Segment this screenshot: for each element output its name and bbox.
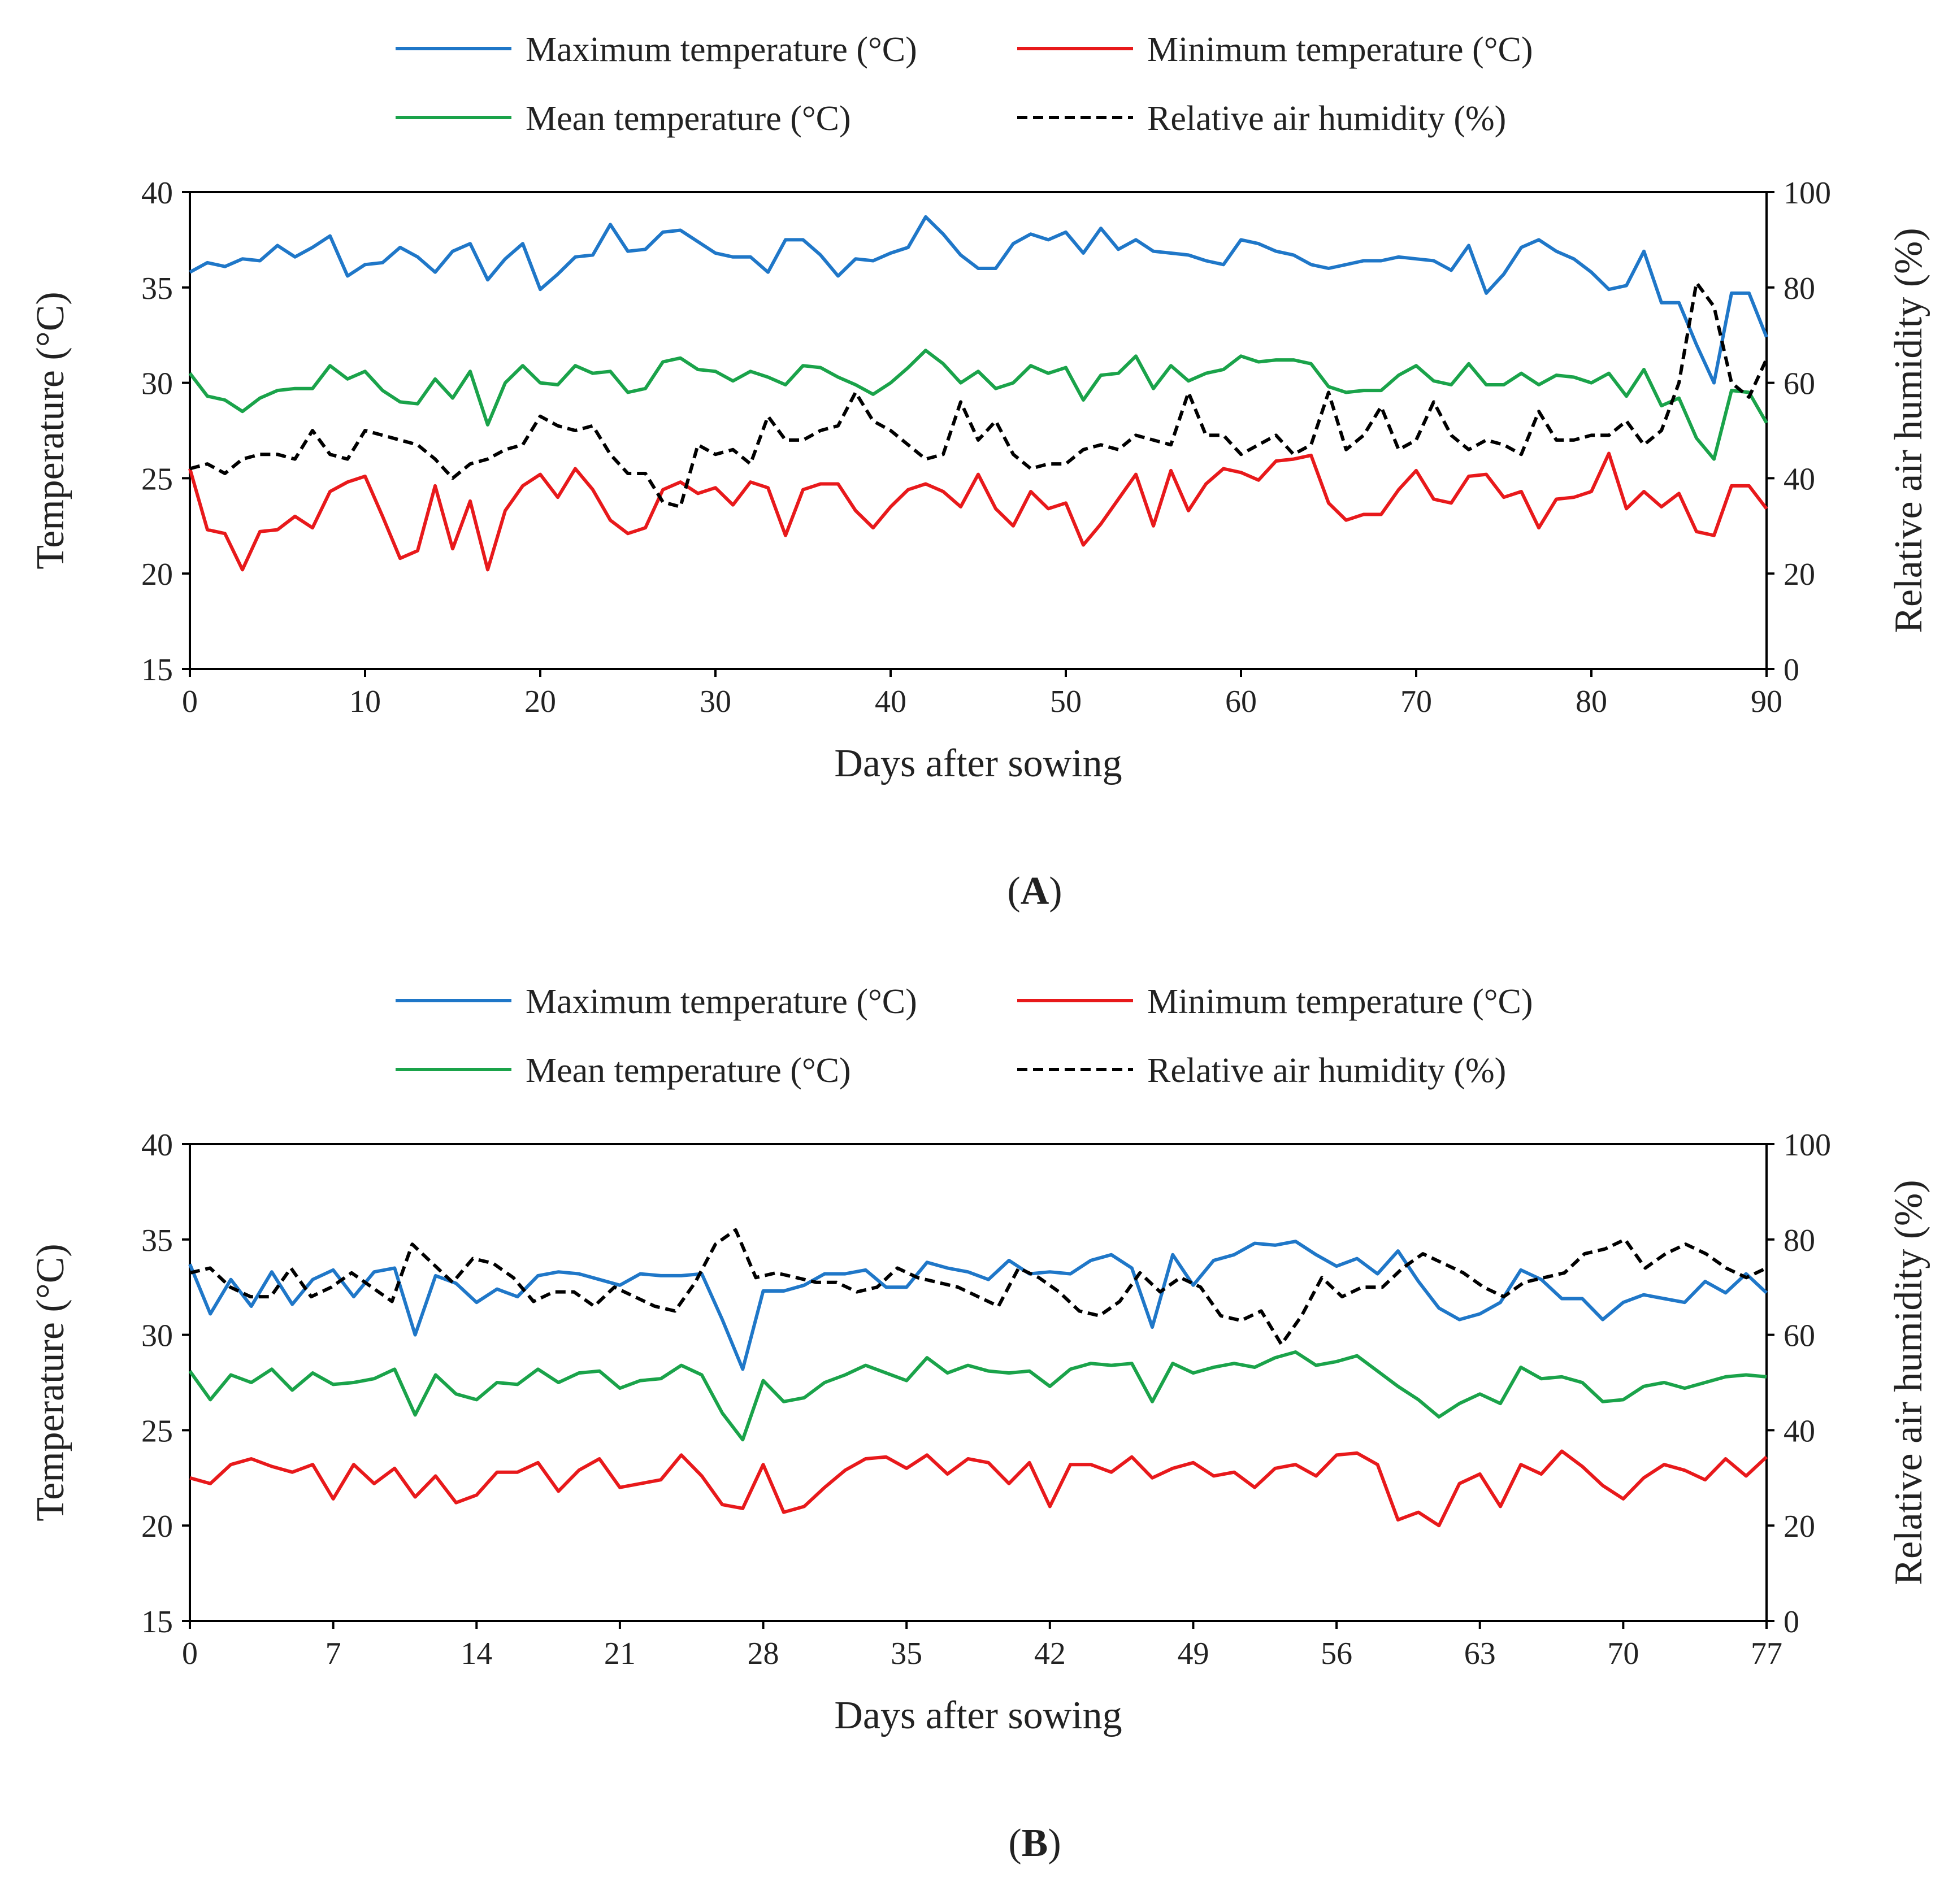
chart-b-xtick-label: 35 (891, 1636, 922, 1671)
chart-b-xtick-label: 21 (604, 1636, 636, 1671)
chart-a-y-axis-title: Temperature (°C) (29, 292, 72, 569)
chart-b-y-axis-title: Temperature (°C) (29, 1244, 72, 1521)
chart-b-legend-label-mean: Mean temperature (°C) (526, 1051, 851, 1090)
chart-b-y2tick-label: 100 (1784, 1128, 1831, 1163)
chart-a-ytick-label: 40 (141, 176, 173, 211)
chart-a-series-line-mean (188, 349, 1768, 461)
chart-b-xtick-label: 0 (182, 1636, 198, 1671)
chart-b-legend-label-min: Minimum temperature (°C) (1147, 983, 1533, 1021)
chart-b-x-axis-title: Days after sowing (834, 1694, 1122, 1737)
chart-a-legend-label-mean: Mean temperature (°C) (526, 99, 851, 138)
chart-a-y2-axis-title: Relative air humidity (%) (1887, 228, 1930, 633)
chart-a-svg: Maximum temperature (°C) Minimum temperat… (29, 31, 1930, 913)
chart-b-y2tick-label: 80 (1784, 1223, 1815, 1258)
chart-a-x-axis-title: Days after sowing (834, 742, 1122, 785)
chart-b-y2tick-label: 0 (1784, 1605, 1799, 1640)
chart-a-y2tick-label: 0 (1784, 653, 1799, 688)
chart-a-xtick-label: 50 (1050, 684, 1082, 719)
chart-b-ytick-label: 30 (141, 1319, 173, 1354)
chart-b-ytick-label: 35 (141, 1223, 173, 1258)
chart-a-legend-label-max: Maximum temperature (°C) (526, 31, 917, 69)
chart-b-ytick-label: 20 (141, 1509, 173, 1544)
chart-b-series-line-rh (189, 1228, 1768, 1346)
chart-a-xtick-label: 40 (875, 684, 906, 719)
chart-a-xtick-label: 30 (700, 684, 731, 719)
chart-b-xtick-label: 14 (461, 1636, 492, 1671)
chart-b-y2tick-label: 40 (1784, 1414, 1815, 1449)
chart-b-xtick-label: 49 (1177, 1636, 1209, 1671)
chart-a-series-line-min (188, 451, 1768, 572)
chart-panel-b: Maximum temperature (°C) Minimum temperat… (0, 952, 1957, 1904)
chart-b-legend-label-max: Maximum temperature (°C) (526, 983, 917, 1021)
chart-b-panel-label: (B) (1008, 1822, 1061, 1865)
chart-b-xtick-label: 70 (1607, 1636, 1639, 1671)
chart-a-y2tick-label: 20 (1784, 557, 1815, 592)
chart-a-legend: Maximum temperature (°C) Minimum temperat… (396, 31, 1533, 138)
chart-a-y2tick-label: 40 (1784, 462, 1815, 497)
chart-a-ytick-label: 25 (141, 462, 173, 497)
chart-a-series-line-max (189, 215, 1768, 385)
chart-b-ytick-label: 25 (141, 1414, 173, 1449)
chart-b-legend-label-rh: Relative air humidity (%) (1147, 1051, 1506, 1090)
chart-a-xtick-label: 90 (1751, 684, 1782, 719)
chart-b-xtick-label: 77 (1751, 1636, 1782, 1671)
chart-a-ytick-label: 30 (141, 367, 173, 402)
chart-a-y2tick-label: 60 (1784, 367, 1815, 402)
chart-b-xtick-label: 28 (748, 1636, 779, 1671)
chart-b-xtick-label: 56 (1321, 1636, 1352, 1671)
chart-a-xtick-label: 10 (349, 684, 381, 719)
chart-b-xtick-label: 63 (1464, 1636, 1496, 1671)
chart-a-xtick-label: 20 (524, 684, 556, 719)
chart-a-y2tick-label: 80 (1784, 271, 1815, 306)
chart-b-y2tick-label: 20 (1784, 1509, 1815, 1544)
chart-panel-a: Maximum temperature (°C) Minimum temperat… (29, 31, 1930, 913)
chart-b-series-line-mean (188, 1350, 1767, 1442)
chart-b-xtick-label: 42 (1034, 1636, 1066, 1671)
chart-b-y2-axis-title: Relative air humidity (%) (1887, 1180, 1930, 1585)
chart-a-xtick-label: 0 (182, 684, 198, 719)
chart-a-ytick-label: 15 (141, 653, 173, 688)
chart-a-series-line-rh (189, 281, 1768, 508)
chart-a-xtick-label: 80 (1576, 684, 1607, 719)
chart-b-ytick-label: 40 (141, 1128, 173, 1163)
chart-b-svg: Maximum temperature (°C) Minimum temperat… (29, 983, 1930, 1865)
chart-a-y2tick-label: 100 (1784, 176, 1831, 211)
chart-b-plot-area (189, 1143, 1768, 1622)
chart-b-y2tick-label: 60 (1784, 1319, 1815, 1354)
chart-b-series-line-min (189, 1449, 1768, 1528)
chart-b-legend: Maximum temperature (°C) Minimum temperat… (396, 983, 1533, 1090)
chart-a-legend-label-min: Minimum temperature (°C) (1147, 31, 1533, 69)
chart-a-xtick-label: 60 (1225, 684, 1257, 719)
chart-a-ytick-label: 20 (141, 557, 173, 592)
chart-b-xtick-label: 7 (326, 1636, 341, 1671)
chart-a-ytick-label: 35 (141, 271, 173, 306)
chart-a-xtick-label: 70 (1400, 684, 1432, 719)
chart-b-series-line-max (188, 1240, 1768, 1371)
chart-a-panel-label: (A) (1007, 870, 1062, 913)
chart-a-plot-area (189, 191, 1768, 670)
chart-a-legend-label-rh: Relative air humidity (%) (1147, 99, 1506, 138)
chart-b-ytick-label: 15 (141, 1605, 173, 1640)
